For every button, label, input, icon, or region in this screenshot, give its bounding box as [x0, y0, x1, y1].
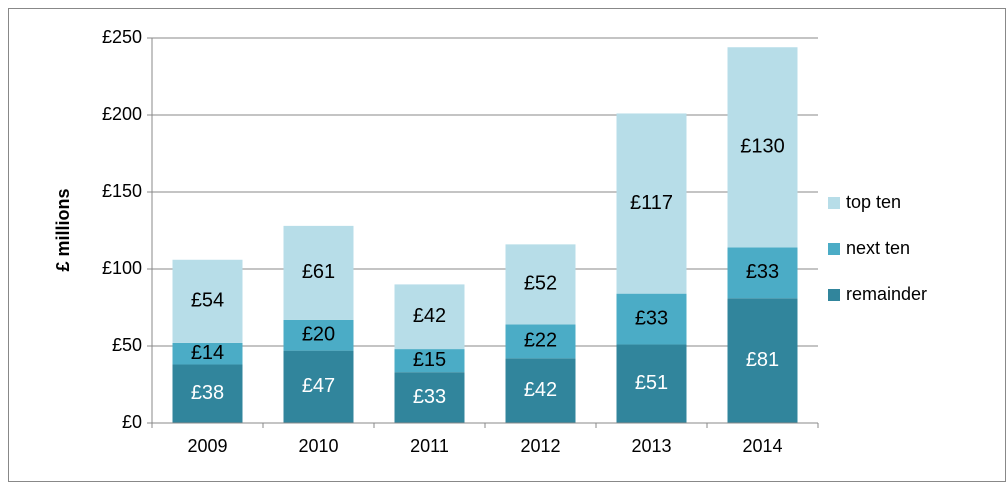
value-label: £15 — [413, 349, 446, 371]
value-label: £81 — [746, 349, 779, 371]
value-label: £117 — [630, 192, 673, 214]
bar-segment — [283, 319, 354, 351]
x-tick-label: 2014 — [742, 436, 782, 456]
value-label: £38 — [191, 382, 224, 404]
y-tick-label: £0 — [122, 412, 142, 432]
bar-segment — [727, 47, 798, 248]
bar-segment — [283, 350, 354, 423]
bar-segment — [505, 244, 576, 325]
bar-segment — [172, 259, 243, 343]
value-label: £51 — [635, 372, 668, 394]
value-label: £20 — [302, 324, 335, 346]
legend-swatch — [828, 197, 840, 209]
y-axis-label: £ millions — [53, 188, 73, 271]
y-tick-label: £50 — [112, 335, 142, 355]
bar-segment — [616, 113, 687, 294]
bar-segment — [727, 298, 798, 423]
legend-swatch — [828, 243, 840, 255]
bar-segment — [727, 247, 798, 299]
bar-segment — [394, 372, 465, 423]
legend-label: next ten — [846, 238, 910, 258]
y-tick-label: £200 — [102, 104, 142, 124]
value-label: £54 — [191, 290, 224, 312]
bar-segment — [505, 324, 576, 359]
x-tick-label: 2010 — [298, 436, 338, 456]
y-tick-label: £150 — [102, 181, 142, 201]
x-tick-label: 2012 — [520, 436, 560, 456]
bar-segment — [172, 364, 243, 423]
value-label: £33 — [413, 386, 446, 408]
bar-segment — [394, 349, 465, 373]
bar-segment — [616, 293, 687, 345]
y-tick-label: £100 — [102, 258, 142, 278]
value-label: £22 — [524, 330, 557, 352]
value-label: £47 — [302, 375, 335, 397]
x-tick-label: 2011 — [410, 436, 449, 456]
bar-segment — [394, 284, 465, 350]
value-label: £42 — [413, 305, 446, 327]
value-label: £33 — [635, 307, 668, 329]
value-label: £14 — [191, 342, 224, 364]
bar-segment — [172, 342, 243, 365]
value-label: £33 — [746, 261, 779, 283]
x-tick-label: 2013 — [631, 436, 671, 456]
bar-segment — [505, 358, 576, 423]
y-tick-label: £250 — [102, 27, 142, 47]
x-tick-label: 2009 — [187, 436, 227, 456]
legend-swatch — [828, 289, 840, 301]
bar-segment — [283, 225, 354, 320]
legend-label: top ten — [846, 192, 901, 212]
value-label: £52 — [524, 273, 557, 295]
value-label: £42 — [524, 379, 557, 401]
legend-label: remainder — [846, 284, 927, 304]
value-label: £130 — [740, 136, 785, 158]
value-label: £61 — [302, 261, 335, 283]
bar-segment — [616, 344, 687, 423]
